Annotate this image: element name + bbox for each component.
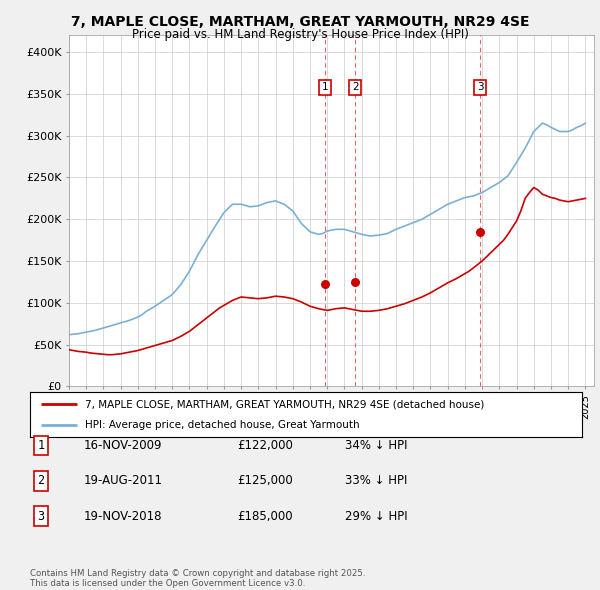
Text: £185,000: £185,000	[237, 510, 293, 523]
Text: 34% ↓ HPI: 34% ↓ HPI	[345, 439, 407, 452]
Text: 7, MAPLE CLOSE, MARTHAM, GREAT YARMOUTH, NR29 4SE (detached house): 7, MAPLE CLOSE, MARTHAM, GREAT YARMOUTH,…	[85, 399, 485, 409]
Text: 33% ↓ HPI: 33% ↓ HPI	[345, 474, 407, 487]
Point	[475, 227, 485, 237]
Text: £122,000: £122,000	[237, 439, 293, 452]
Text: 3: 3	[477, 82, 484, 92]
Text: HPI: Average price, detached house, Great Yarmouth: HPI: Average price, detached house, Grea…	[85, 419, 360, 430]
Text: 16-NOV-2009: 16-NOV-2009	[84, 439, 163, 452]
Text: 19-AUG-2011: 19-AUG-2011	[84, 474, 163, 487]
Text: 19-NOV-2018: 19-NOV-2018	[84, 510, 163, 523]
Text: 3: 3	[37, 510, 44, 523]
Point	[320, 280, 330, 289]
Text: 2: 2	[37, 474, 44, 487]
Text: Price paid vs. HM Land Registry's House Price Index (HPI): Price paid vs. HM Land Registry's House …	[131, 28, 469, 41]
Text: 1: 1	[37, 439, 44, 452]
Text: £125,000: £125,000	[237, 474, 293, 487]
Text: 2: 2	[352, 82, 359, 92]
Text: 1: 1	[322, 82, 328, 92]
Text: 29% ↓ HPI: 29% ↓ HPI	[345, 510, 407, 523]
Text: Contains HM Land Registry data © Crown copyright and database right 2025.
This d: Contains HM Land Registry data © Crown c…	[30, 569, 365, 588]
Point	[350, 277, 360, 287]
Text: 7, MAPLE CLOSE, MARTHAM, GREAT YARMOUTH, NR29 4SE: 7, MAPLE CLOSE, MARTHAM, GREAT YARMOUTH,…	[71, 15, 529, 30]
